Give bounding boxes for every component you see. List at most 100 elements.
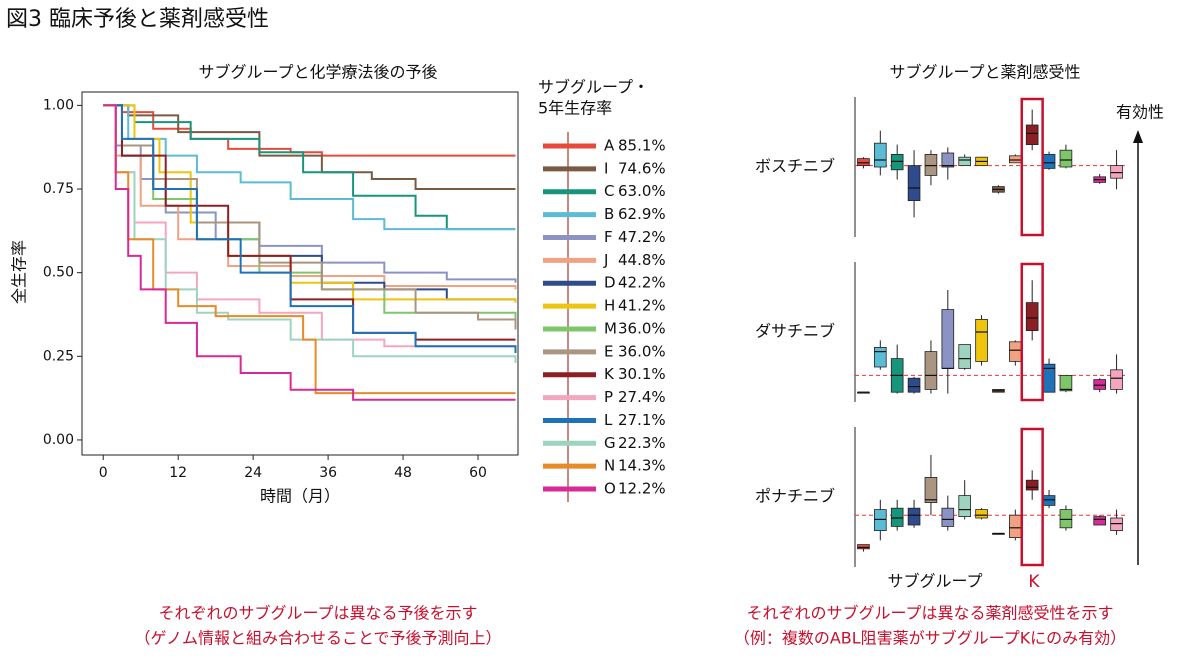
legend-value: 42.2% (618, 274, 666, 292)
km-title: サブグループと化学療法後の予後 (198, 63, 437, 82)
legend-value: 27.1% (618, 411, 666, 429)
legend-name: F (604, 228, 613, 246)
y-tick-label: 0.50 (43, 265, 74, 281)
box (874, 142, 887, 168)
box (1093, 516, 1106, 526)
legend-name: L (604, 411, 613, 429)
legend-name: H (604, 297, 615, 315)
effect-label: 有効性 (1116, 103, 1164, 122)
x-tick-label: 24 (244, 465, 262, 481)
legend-name: A (604, 137, 615, 155)
survival-curve (103, 104, 516, 395)
plot-frame (81, 91, 519, 456)
legend-title: 5年生存率 (538, 99, 612, 118)
y-tick-label: 1.00 (43, 97, 74, 113)
panel-label: ダサチニブ (755, 322, 835, 341)
panel-label: ボスチニブ (755, 157, 835, 176)
box (958, 156, 971, 166)
survival-curve (103, 104, 516, 401)
legend-value: 36.0% (618, 342, 666, 360)
box (958, 495, 971, 518)
box (975, 318, 988, 362)
box (924, 153, 938, 176)
highlight-box (1020, 97, 1044, 237)
box-title: サブグループと薬剤感受性 (889, 63, 1080, 82)
survival-curve (103, 104, 517, 353)
box (1025, 479, 1039, 491)
box (1009, 155, 1022, 164)
survival-curve (103, 104, 517, 330)
box-x-label: サブグループ (887, 572, 982, 591)
box (941, 507, 955, 527)
legend-name: I (604, 159, 608, 177)
box (941, 309, 955, 369)
box (857, 544, 870, 550)
effect-arrowhead (1133, 130, 1143, 143)
box (1025, 124, 1039, 146)
legend-name: M (604, 319, 617, 337)
y-tick-label: 0.00 (43, 432, 74, 448)
legend-value: 62.9% (618, 205, 666, 223)
box (874, 346, 887, 368)
box (924, 476, 938, 503)
legend-name: P (604, 388, 613, 406)
box (890, 507, 904, 527)
highlight-box (1020, 262, 1044, 402)
box (1042, 495, 1056, 506)
legend-name: G (604, 434, 616, 452)
box (1059, 509, 1073, 529)
survival-curve (103, 104, 516, 231)
survival-curve (103, 104, 516, 191)
legend-value: 85.1% (618, 137, 666, 155)
legend-value: 36.0% (618, 319, 666, 337)
legend-name: O (604, 480, 616, 498)
legend-name: E (604, 342, 613, 360)
legend-name: N (604, 457, 615, 475)
legend-value: 22.3% (618, 434, 666, 452)
legend-title: サブグループ・ (538, 78, 649, 97)
box (1093, 379, 1106, 390)
figure-title: 図3 臨床予後と薬剤感受性 (6, 7, 269, 32)
box (1059, 374, 1073, 392)
box (1110, 369, 1123, 390)
box (907, 507, 921, 526)
note: （例：複数のABL阻害薬がサブグループKにのみ有効） (734, 629, 1126, 648)
box (907, 377, 921, 393)
box (1042, 153, 1056, 169)
legend-value: 14.3% (618, 457, 666, 475)
x-axis-label: 時間（月） (260, 487, 340, 506)
note: （ゲノム情報と組み合わせることで予後予測向上） (134, 629, 501, 648)
box (890, 153, 904, 171)
box (924, 351, 938, 390)
x-tick-label: 36 (319, 465, 337, 481)
box (1059, 149, 1073, 168)
y-tick-label: 0.75 (43, 181, 74, 197)
highlight-box (1020, 427, 1044, 567)
panel-label: ポナチニブ (755, 487, 835, 506)
box (907, 165, 921, 202)
box (857, 158, 870, 167)
y-axis-label: 全生存率 (10, 240, 29, 304)
box (941, 152, 955, 168)
box (1110, 165, 1123, 179)
y-tick-label: 0.25 (43, 348, 74, 364)
legend-value: 30.1% (618, 365, 666, 383)
box (975, 509, 988, 519)
note: それぞれのサブグループは異なる薬剤感受性を示す (746, 604, 1113, 623)
legend-value: 41.2% (618, 297, 666, 315)
highlight-label: K (1028, 572, 1040, 592)
legend-name: K (604, 365, 615, 383)
x-tick-label: 60 (469, 465, 487, 481)
box (874, 509, 887, 532)
box (1110, 517, 1123, 532)
legend-value: 27.4% (618, 388, 666, 406)
legend-value: 63.0% (618, 182, 666, 200)
legend-name: D (604, 274, 616, 292)
x-tick-label: 48 (394, 465, 412, 481)
box (1009, 514, 1022, 539)
box (958, 344, 971, 369)
legend-name: B (604, 205, 614, 223)
legend-value: 47.2% (618, 228, 666, 246)
legend-value: 44.8% (618, 251, 666, 269)
